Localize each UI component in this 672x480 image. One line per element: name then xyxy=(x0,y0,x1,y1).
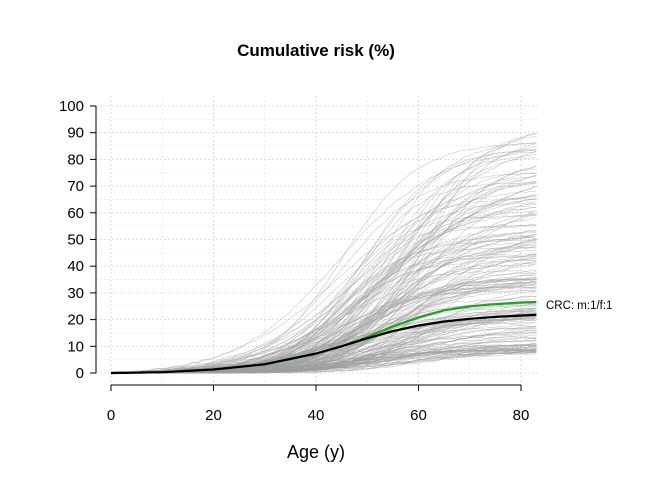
x-tick-label: 40 xyxy=(308,407,325,424)
y-tick-label: 10 xyxy=(67,338,84,355)
background-curve xyxy=(110,151,537,374)
y-tick-label: 20 xyxy=(67,312,84,329)
x-tick-label: 80 xyxy=(513,407,530,424)
background-simulation-lines xyxy=(110,133,537,374)
x-axis-label: Age (y) xyxy=(287,442,345,462)
x-tick-label: 20 xyxy=(205,407,222,424)
background-curve xyxy=(110,258,537,374)
background-curve xyxy=(111,156,537,374)
y-tick-label: 90 xyxy=(67,125,84,142)
background-curve xyxy=(110,348,537,374)
main-series-lines xyxy=(110,300,537,375)
background-curve xyxy=(111,277,537,374)
series-black-line xyxy=(110,313,537,375)
curve-annotation: CRC: m:1/f:1 xyxy=(546,300,612,312)
y-tick-label: 70 xyxy=(67,178,84,195)
axes: 0 10 20 30 40 50 60 70 80 90 100 0 20 40 60 80 xyxy=(59,98,529,424)
y-tick-label: 0 xyxy=(76,365,84,382)
y-tick-label: 80 xyxy=(67,151,84,168)
chart-title: Cumulative risk (%) xyxy=(237,41,395,60)
background-curve xyxy=(111,181,537,374)
y-tick-label: 40 xyxy=(67,258,84,275)
y-tick-label: 100 xyxy=(59,98,84,115)
y-tick-label: 30 xyxy=(67,285,84,302)
x-tick-label: 60 xyxy=(410,407,427,424)
y-tick-label: 50 xyxy=(67,232,84,249)
x-tick-label: 0 xyxy=(107,407,115,424)
y-tick-label: 60 xyxy=(67,205,84,222)
grid xyxy=(96,96,540,385)
